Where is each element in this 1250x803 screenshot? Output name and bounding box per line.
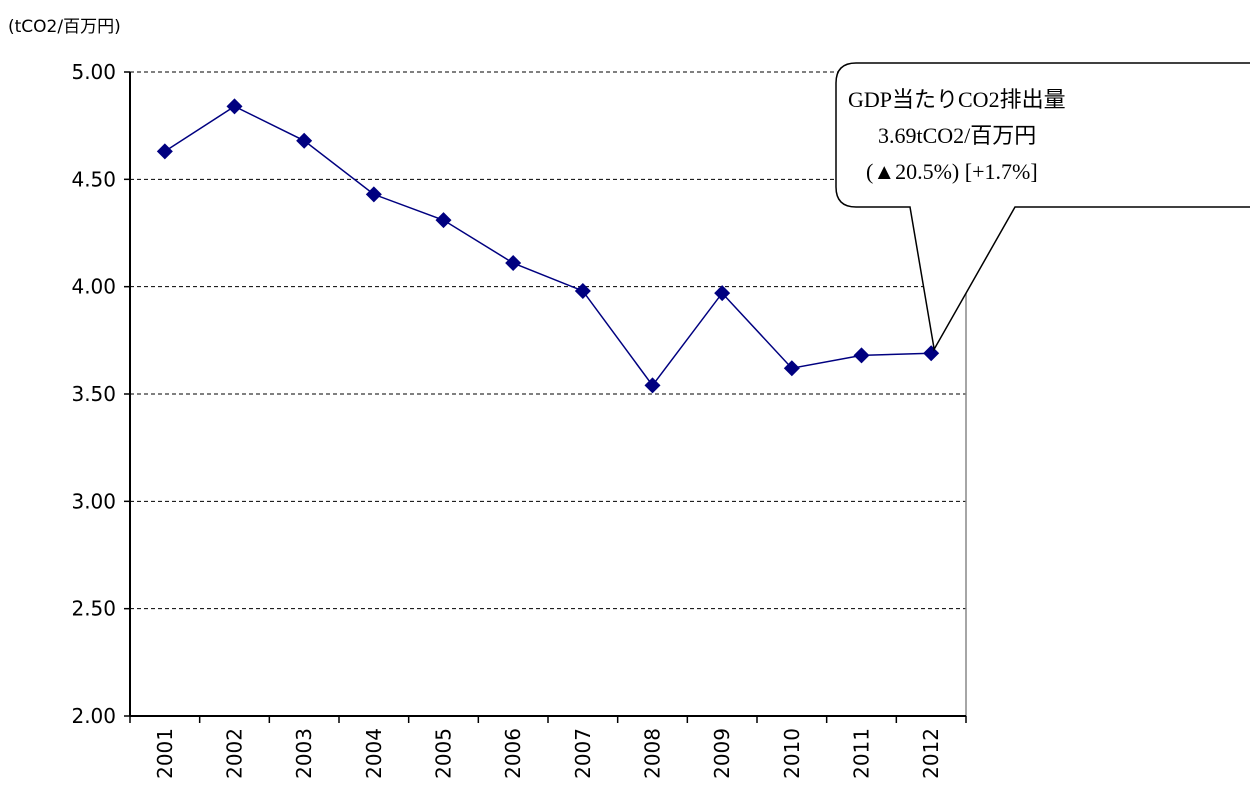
x-tick-label: 2009 xyxy=(710,728,734,779)
marker xyxy=(923,345,940,362)
marker xyxy=(296,132,313,149)
marker xyxy=(435,212,452,229)
marker xyxy=(853,347,870,364)
marker xyxy=(505,255,522,272)
y-tick-label: 3.50 xyxy=(71,382,116,406)
y-axis-label: (tCO2/百万円) xyxy=(8,17,121,37)
x-tick-label: 2004 xyxy=(362,728,386,779)
y-tick-label: 2.00 xyxy=(71,704,116,728)
annotation-line: (▲20.5%) [+1.7%] xyxy=(866,159,1038,184)
annotation-line: 3.69tCO2/百万円 xyxy=(878,123,1036,148)
x-tick-label: 2007 xyxy=(571,728,595,779)
marker xyxy=(783,360,800,377)
callout xyxy=(835,62,1250,352)
y-tick-label: 2.50 xyxy=(71,597,116,621)
x-tick-label: 2003 xyxy=(292,728,316,779)
x-tick-label: 2005 xyxy=(432,728,456,779)
x-tick-label: 2006 xyxy=(501,728,525,779)
marker xyxy=(365,186,382,203)
y-tick-label: 3.00 xyxy=(71,489,116,513)
x-tick-label: 2011 xyxy=(850,728,874,779)
y-tick-label: 4.00 xyxy=(71,275,116,299)
marker xyxy=(714,285,731,302)
marker xyxy=(226,98,243,115)
x-tick-label: 2010 xyxy=(780,728,804,779)
x-tick-label: 2002 xyxy=(223,728,247,779)
data-line xyxy=(164,105,932,387)
y-tick-label: 4.50 xyxy=(71,167,116,191)
x-tick-label: 2008 xyxy=(641,728,665,779)
marker xyxy=(574,282,591,299)
annotation-line: GDP当たりCO2排出量 xyxy=(848,87,1066,112)
marker xyxy=(644,377,661,394)
marker xyxy=(156,143,173,160)
x-tick-label: 2012 xyxy=(919,728,943,779)
y-tick-label: 5.00 xyxy=(71,60,116,84)
x-tick-label: 2001 xyxy=(153,728,177,779)
